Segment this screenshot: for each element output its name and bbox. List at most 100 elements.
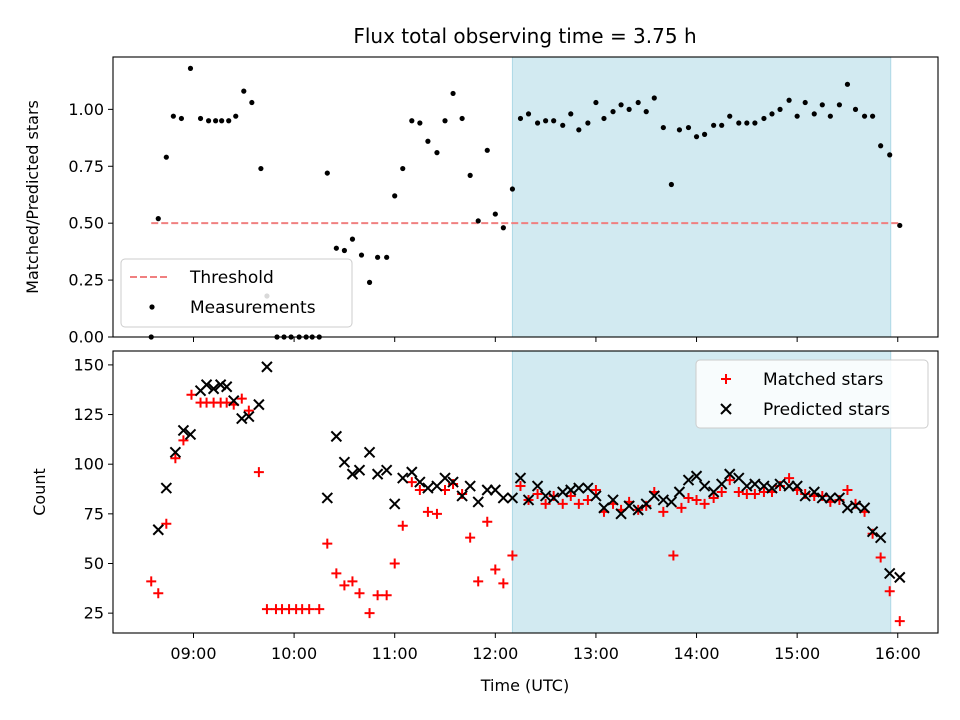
measurement-point (551, 118, 557, 124)
measurement-point (366, 279, 373, 285)
matched-star-point (733, 487, 744, 497)
matched-star-point (894, 616, 905, 627)
chart-title: Flux total observing time = 3.75 h (353, 24, 696, 48)
predicted-star-point (439, 472, 451, 484)
predicted-star-point (330, 430, 343, 443)
measurement-point (701, 131, 708, 137)
predicted-star-point (883, 567, 896, 580)
measurement-point (258, 165, 264, 172)
predicted-star-point (346, 468, 359, 480)
measurement-point (610, 109, 616, 115)
measurement-point (534, 120, 541, 126)
count-y-axis-label: Count (30, 468, 49, 516)
matched-star-point (364, 608, 375, 619)
count-y-tick-label: 125 (73, 405, 104, 424)
measurement-point (786, 97, 792, 103)
predicted-star-point (406, 466, 418, 478)
matched-star-point (372, 590, 383, 601)
legend-threshold-label: Threshold (189, 268, 274, 288)
matched-star-point (354, 588, 365, 599)
predicted-star-point (590, 490, 602, 502)
ratio-y-axis-label: Matched/Predicted stars (23, 100, 42, 294)
measurement-point (827, 113, 833, 119)
measurement-point (811, 111, 817, 117)
matched-star-point (498, 578, 509, 589)
measurement-point (618, 102, 624, 108)
measurement-point (543, 118, 549, 124)
measurement-point (324, 170, 330, 176)
measurement-point (560, 122, 566, 128)
matched-star-point (406, 477, 417, 488)
matched-star-point (221, 397, 232, 408)
measurement-point (870, 113, 876, 119)
predicted-star-point (866, 526, 879, 538)
measurement-point (417, 120, 423, 126)
measurement-point (568, 111, 574, 117)
count-y-tick-label: 50 (84, 554, 104, 573)
measurement-point (467, 172, 473, 178)
matched-star-point (573, 498, 584, 509)
ratio-axes-frame (112, 56, 939, 338)
measurement-point (593, 99, 599, 106)
matched-star-point (465, 532, 476, 543)
measurement-point (844, 81, 851, 87)
predicted-star-point (894, 571, 906, 584)
measurement-point (170, 113, 176, 119)
matched-star-point (716, 487, 727, 497)
matched-star-point (253, 467, 264, 478)
matched-star-point (884, 586, 895, 597)
matched-star-point (473, 576, 484, 587)
legend-measurements-swatch (149, 304, 155, 310)
measurement-point (442, 118, 448, 124)
measurement-point (651, 95, 657, 101)
matched-star-point (532, 488, 543, 499)
predicted-star-point (497, 492, 510, 504)
measurement-point (897, 222, 903, 229)
predicted-star-point (472, 496, 484, 508)
measurement-point (525, 111, 532, 117)
measurement-point (341, 247, 348, 254)
x-tick-label: 11:00 (372, 644, 418, 663)
measurement-point (643, 109, 649, 115)
matched-star-point (243, 405, 254, 416)
matched-star-point (515, 481, 526, 492)
count-series-1 (152, 361, 906, 584)
measurement-point (819, 102, 825, 108)
predicted-star-point (698, 480, 711, 492)
matched-star-point (590, 485, 601, 496)
x-tick-label: 12:00 (472, 644, 518, 663)
predicted-star-point (228, 394, 240, 407)
measurement-point (601, 115, 607, 122)
predicted-star-point (849, 500, 862, 512)
predicted-star-point (833, 492, 846, 504)
measurement-point (668, 181, 674, 188)
matched-star-point (708, 492, 719, 503)
predicted-star-point (380, 464, 393, 476)
matched-star-point (261, 604, 272, 615)
measurement-point (233, 113, 239, 119)
measurement-point (727, 113, 733, 119)
legend-predicted-label: Predicted stars (763, 400, 890, 420)
matched-star-point (186, 389, 197, 400)
ratio-y-tick-label: 0.75 (68, 157, 104, 176)
matched-star-point (699, 498, 710, 509)
measurement-point (178, 115, 185, 122)
predicted-star-point (531, 480, 544, 492)
matched-star-point (331, 568, 342, 579)
predicted-star-point (858, 502, 871, 514)
predicted-star-point (363, 446, 376, 458)
matched-star-point (676, 502, 687, 513)
measurement-point (660, 124, 666, 131)
predicted-star-point (200, 379, 213, 391)
predicted-star-point (690, 470, 703, 482)
x-tick-label: 16:00 (875, 644, 921, 663)
count-panel: 25 50 75 100 125 150 09:00 10:00 11:00 12:00 13:00… (30, 350, 939, 663)
predicted-star-point (724, 468, 736, 480)
measurement-point (163, 154, 169, 160)
legend-measurements-label: Measurements (190, 298, 316, 318)
legend-predicted-swatch (720, 403, 732, 415)
matched-star-point (414, 485, 425, 496)
predicted-star-point (522, 494, 535, 506)
predicted-star-point (799, 490, 811, 502)
measurement-point (769, 111, 775, 117)
